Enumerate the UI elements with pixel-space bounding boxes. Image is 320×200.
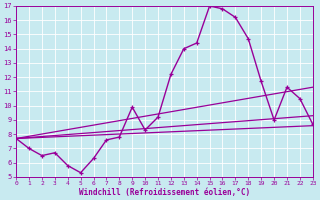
X-axis label: Windchill (Refroidissement éolien,°C): Windchill (Refroidissement éolien,°C) xyxy=(79,188,250,197)
